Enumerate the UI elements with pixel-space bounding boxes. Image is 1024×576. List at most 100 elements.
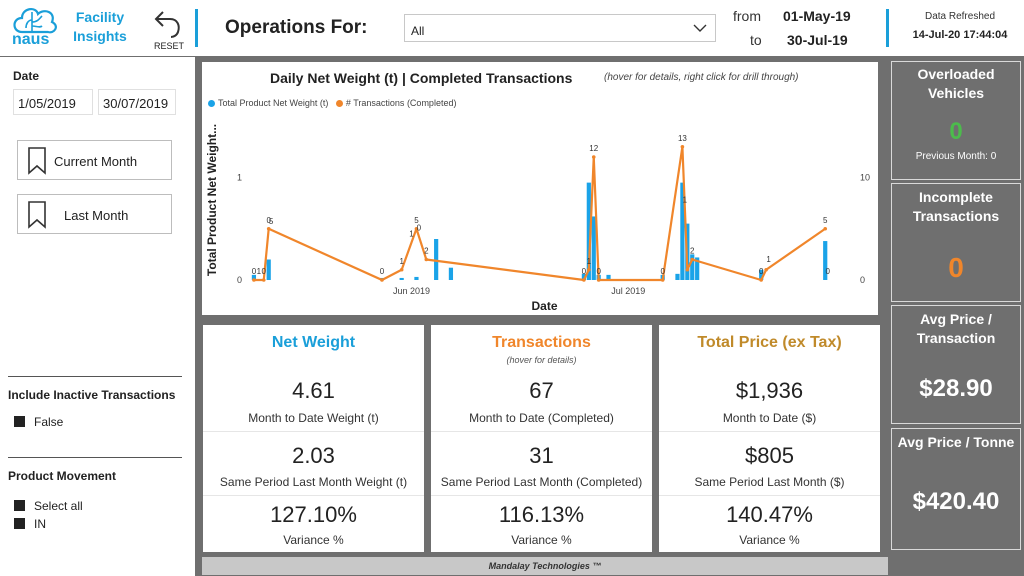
incomplete-value: 0 — [948, 252, 964, 283]
data-label: 5 — [269, 217, 274, 226]
y-right-tick: 0 — [860, 275, 865, 285]
to-label: to — [750, 32, 762, 48]
bar-net-weight — [266, 259, 271, 280]
incomplete-title: Incomplete Transactions — [912, 189, 1000, 224]
select-all-checkbox[interactable] — [14, 500, 25, 511]
operations-dropdown[interactable]: All — [404, 14, 716, 42]
data-label: 13 — [678, 134, 687, 143]
avg-tonne-value: $420.40 — [912, 488, 1000, 515]
data-label: 0 — [825, 267, 830, 276]
to-date: 30-Jul-19 — [787, 32, 848, 48]
bar-net-weight — [448, 267, 454, 280]
inactive-false-checkbox[interactable] — [14, 416, 25, 427]
point-transactions — [261, 278, 266, 282]
bar-net-weight — [675, 273, 680, 280]
from-label: from — [733, 8, 761, 24]
y-axis-title: Total Product Net Weight... — [205, 124, 219, 276]
movement-heading: Product Movement — [8, 469, 117, 483]
reset-button[interactable]: RESET — [150, 6, 188, 52]
sidebar-divider — [8, 457, 182, 458]
point-transactions — [252, 278, 256, 282]
kpi-mtd-value: $1,936 — [735, 378, 804, 403]
data-label: 1 — [399, 257, 404, 266]
avg-price-tonne-tile[interactable]: Avg Price / Tonne $420.40 — [891, 428, 1021, 550]
kpi-mtd-label: Month to Date Weight (t) — [248, 411, 379, 425]
point-transactions — [414, 226, 419, 231]
data-label: 0 — [582, 267, 587, 276]
app-title: Facility Insights — [70, 8, 130, 46]
last-month-label: Last Month — [64, 208, 129, 223]
cloud-brain-icon — [13, 8, 57, 34]
legend-item-transactions: # Transactions (Completed) — [335, 98, 457, 108]
kpi-card[interactable] — [659, 325, 880, 552]
app-title-line2: Insights — [73, 28, 127, 44]
data-label: 5 — [414, 216, 419, 225]
point-transactions — [690, 257, 695, 262]
x-axis-title: Date — [531, 299, 557, 313]
point-transactions — [823, 226, 828, 231]
data-label: 0 — [596, 267, 601, 276]
kpi-variance-label: Variance % — [283, 533, 344, 547]
reset-label: RESET — [153, 41, 184, 51]
from-date: 01-May-19 — [783, 8, 851, 24]
current-month-button[interactable]: Current Month — [17, 140, 172, 180]
kpi-variance-value: 116.13% — [498, 502, 585, 527]
refreshed-value: 14-Jul-20 17:44:04 — [912, 29, 1008, 41]
bar-net-weight — [399, 277, 404, 280]
kpi-card[interactable] — [203, 325, 424, 552]
y-left-tick: 1 — [237, 173, 242, 183]
undo-icon — [154, 11, 180, 38]
refreshed-label: Data Refreshed — [924, 11, 996, 22]
y-left-tick: 0 — [237, 275, 242, 285]
date-end-input[interactable]: 30/07/2019 — [98, 89, 176, 115]
footer: Mandalay Technologies ™ — [202, 557, 888, 575]
point-transactions — [764, 267, 768, 272]
data-label: 1 — [766, 255, 771, 264]
sidebar-divider — [8, 376, 182, 377]
incomplete-transactions-tile[interactable]: Incomplete Transactions 0 — [891, 183, 1021, 302]
point-transactions — [399, 267, 404, 272]
avg-price-transaction-tile[interactable]: Avg Price / Transaction $28.90 — [891, 305, 1021, 424]
operations-label: Operations For: — [225, 17, 368, 38]
y-right-tick: 10 — [860, 173, 870, 183]
kpi-last-label: Same Period Last Month (Completed) — [440, 475, 643, 489]
legend-dot-blue — [208, 100, 215, 107]
last-month-button[interactable]: Last Month — [17, 194, 172, 234]
legend-label-transactions: # Transactions (Completed) — [345, 98, 457, 108]
bar-net-weight — [823, 241, 828, 280]
overloaded-vehicles-tile[interactable]: Overloaded Vehicles 0 Previous Month: 0 — [891, 61, 1021, 180]
date-start-input[interactable]: 1/05/2019 — [13, 89, 93, 115]
bar-net-weight — [434, 239, 439, 280]
bar-net-weight — [690, 254, 695, 280]
inactive-false-label: False — [34, 415, 64, 429]
kpi-card[interactable] — [431, 325, 652, 552]
data-label: 1 — [587, 257, 592, 266]
data-label: 0 — [660, 267, 665, 276]
data-label: 0 — [262, 267, 267, 276]
kpi-divider — [659, 495, 880, 496]
in-checkbox[interactable] — [14, 518, 25, 529]
kpi-last-value: 2.03 — [292, 443, 335, 468]
data-label: 0 — [266, 216, 271, 225]
legend-label-net-weight: Total Product Net Weight (t) — [218, 98, 329, 108]
header-bar: naus Facility Insights RESET Operations … — [0, 0, 1024, 56]
overloaded-title: Overloaded Vehicles — [917, 66, 995, 101]
in-label: IN — [34, 517, 46, 531]
kpi-variance-label: Variance % — [739, 533, 800, 547]
bookmark-icon — [28, 201, 46, 229]
bar-net-weight — [695, 257, 700, 280]
data-label: 1 — [257, 267, 262, 276]
bookmark-icon — [28, 147, 46, 175]
bar-net-weight — [591, 216, 596, 280]
chart-subtitle: (hover for details, right click for dril… — [604, 72, 799, 83]
point-transactions — [587, 267, 591, 272]
kpi-variance-label: Variance % — [511, 533, 572, 547]
data-label: 1 — [683, 195, 688, 204]
header-divider-right — [886, 9, 889, 47]
data-label: 5 — [823, 216, 828, 225]
kpi-divider — [659, 431, 880, 432]
kpi-last-value: 31 — [529, 443, 554, 468]
point-transactions — [380, 278, 384, 282]
